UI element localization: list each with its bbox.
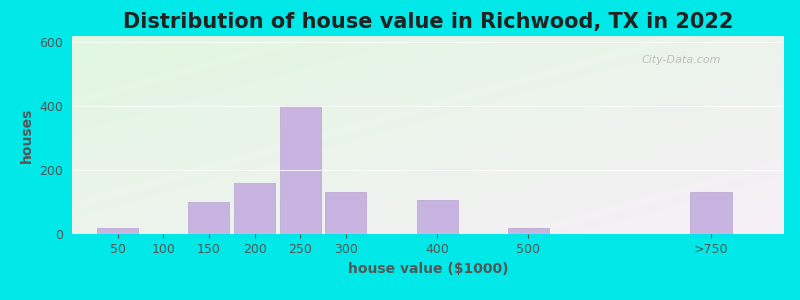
Bar <box>97 228 138 234</box>
Bar <box>280 106 321 234</box>
Bar <box>326 193 366 234</box>
Bar <box>188 202 230 234</box>
Bar <box>417 200 458 234</box>
Bar <box>508 228 549 234</box>
Text: City-Data.com: City-Data.com <box>642 55 721 65</box>
Bar <box>690 193 731 234</box>
Bar <box>234 183 275 234</box>
Y-axis label: houses: houses <box>19 107 34 163</box>
Title: Distribution of house value in Richwood, TX in 2022: Distribution of house value in Richwood,… <box>123 12 733 32</box>
X-axis label: house value ($1000): house value ($1000) <box>348 262 508 276</box>
